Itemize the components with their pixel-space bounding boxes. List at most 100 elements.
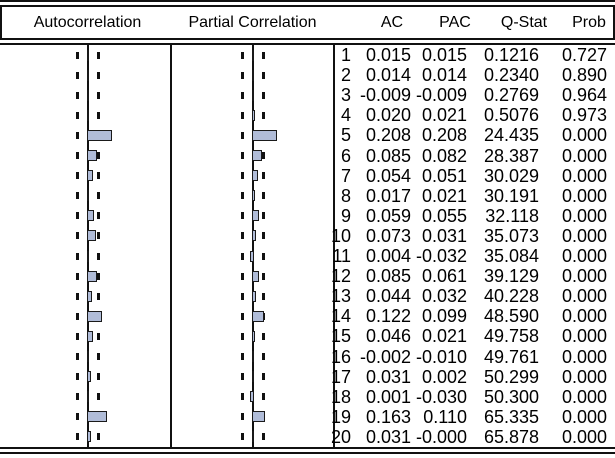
- ac-zero-axis: [87, 45, 89, 447]
- pac-conf-dash-right: [262, 152, 265, 159]
- qstat-cell: 48.590: [483, 306, 539, 327]
- pac-conf-dash-right: [262, 212, 265, 220]
- pac-cell: 0.051: [421, 165, 467, 186]
- lag-cell: 5: [340, 125, 351, 146]
- qstat-cell: 0.2340: [483, 65, 539, 86]
- qstat-cell: 65.335: [483, 406, 539, 427]
- pac-cell: 0.021: [421, 105, 467, 126]
- ac-conf-dash-left: [76, 252, 79, 260]
- pac-bar: [252, 330, 255, 342]
- ac-bar: [87, 431, 91, 443]
- header-ac: AC: [380, 14, 404, 31]
- table-row: 1 0.015 0.015 0.1216 0.727: [0, 45, 615, 65]
- ac-cell: 0.004: [365, 246, 411, 266]
- column-divider-right: [333, 45, 335, 447]
- pac-conf-dash-left: [241, 111, 244, 119]
- header-autocorrelation: Autocorrelation: [33, 14, 142, 31]
- table-row: 13 0.044 0.032 40.228 0.000: [0, 286, 615, 306]
- pac-bar: [252, 190, 255, 202]
- prob-cell: 0.973: [561, 105, 607, 126]
- table-row: 18 0.001 -0.030 50.300 0.000: [0, 387, 615, 407]
- ac-conf-dash-left: [76, 192, 79, 200]
- pac-conf-dash-right: [262, 232, 265, 240]
- pac-conf-dash-left: [241, 252, 244, 260]
- table-header: Autocorrelation Partial Correlation AC P…: [0, 7, 615, 38]
- pac-bar: [252, 431, 254, 443]
- table-row: 19 0.163 0.110 65.335 0.000: [0, 407, 615, 427]
- pac-conf-dash-left: [241, 272, 244, 280]
- qstat-cell: 50.299: [483, 366, 539, 387]
- prob-cell: 0.000: [561, 386, 607, 407]
- pac-conf-dash-right: [262, 332, 265, 340]
- column-divider-left: [170, 45, 172, 447]
- ac-conf-dash-right: [97, 152, 100, 159]
- ac-conf-dash-left: [76, 212, 79, 220]
- lag-cell: 6: [340, 145, 351, 166]
- prob-cell: 0.000: [561, 246, 607, 266]
- ac-cell: 0.001: [365, 386, 411, 407]
- prob-cell: 0.000: [561, 366, 607, 387]
- pac-cell: 0.099: [421, 306, 467, 327]
- pac-cell: 0.021: [421, 185, 467, 206]
- pac-conf-dash-left: [241, 373, 244, 381]
- ac-cell: 0.015: [365, 45, 411, 65]
- lag-cell: 15: [330, 326, 351, 347]
- ac-cell: 0.054: [365, 165, 411, 186]
- ac-cell: 0.046: [365, 326, 411, 347]
- ac-bar: [87, 49, 89, 61]
- lag-cell: 9: [340, 205, 351, 226]
- qstat-cell: 28.387: [483, 145, 539, 166]
- prob-cell: 0.727: [561, 45, 607, 65]
- ac-bar: [87, 170, 93, 182]
- table-row: 16 -0.002 -0.010 49.761 0.000: [0, 347, 615, 367]
- lag-cell: 2: [340, 65, 351, 86]
- ac-conf-dash-right: [97, 252, 100, 260]
- ac-cell: 0.085: [365, 145, 411, 166]
- ac-conf-dash-left: [76, 353, 79, 360]
- ac-bar: [87, 411, 107, 423]
- ac-conf-dash-right: [97, 212, 100, 220]
- pac-conf-dash-right: [262, 433, 265, 441]
- prob-cell: 0.000: [561, 306, 607, 327]
- ac-cell: 0.020: [365, 105, 411, 126]
- lag-cell: 19: [330, 406, 351, 427]
- pac-bar: [252, 49, 254, 61]
- ac-bar: [87, 109, 89, 121]
- qstat-cell: 49.758: [483, 326, 539, 347]
- pac-bar: [252, 129, 277, 141]
- ac-conf-dash-left: [76, 131, 79, 139]
- pac-cell: -0.030: [415, 386, 467, 407]
- bottom-rule: [0, 447, 615, 454]
- pac-conf-dash-left: [241, 91, 244, 99]
- table-row: 3 -0.009 -0.009 0.2769 0.964: [0, 85, 615, 105]
- pac-bar: [252, 371, 254, 383]
- pac-bar: [252, 69, 254, 81]
- qstat-cell: 50.300: [483, 386, 539, 407]
- pac-bar: [252, 109, 255, 121]
- lag-cell: 18: [330, 386, 351, 407]
- prob-cell: 0.000: [561, 326, 607, 347]
- qstat-cell: 0.1216: [483, 45, 539, 65]
- ac-conf-dash-right: [97, 353, 100, 360]
- pac-cell: 0.208: [421, 125, 467, 146]
- ac-conf-dash-right: [97, 332, 100, 340]
- table-row: 6 0.085 0.082 28.387 0.000: [0, 146, 615, 166]
- pac-conf-dash-right: [262, 51, 265, 59]
- pac-bar: [252, 310, 264, 322]
- header-pac: PAC: [439, 14, 471, 31]
- prob-cell: 0.000: [561, 286, 607, 307]
- pac-bar: [252, 210, 259, 222]
- ac-cell: 0.085: [365, 266, 411, 287]
- ac-bar: [87, 371, 91, 383]
- ac-bar: [87, 391, 89, 403]
- pac-cell: -0.032: [415, 246, 467, 266]
- pac-cell: 0.032: [421, 286, 467, 307]
- qstat-cell: 0.2769: [483, 85, 539, 106]
- ac-bar: [87, 190, 89, 202]
- ac-conf-dash-left: [76, 232, 79, 240]
- ac-conf-dash-right: [97, 232, 100, 240]
- pac-bar: [252, 270, 259, 282]
- table-row: 10 0.073 0.031 35.073 0.000: [0, 226, 615, 246]
- ac-bar: [87, 129, 112, 141]
- ac-bar: [87, 150, 97, 161]
